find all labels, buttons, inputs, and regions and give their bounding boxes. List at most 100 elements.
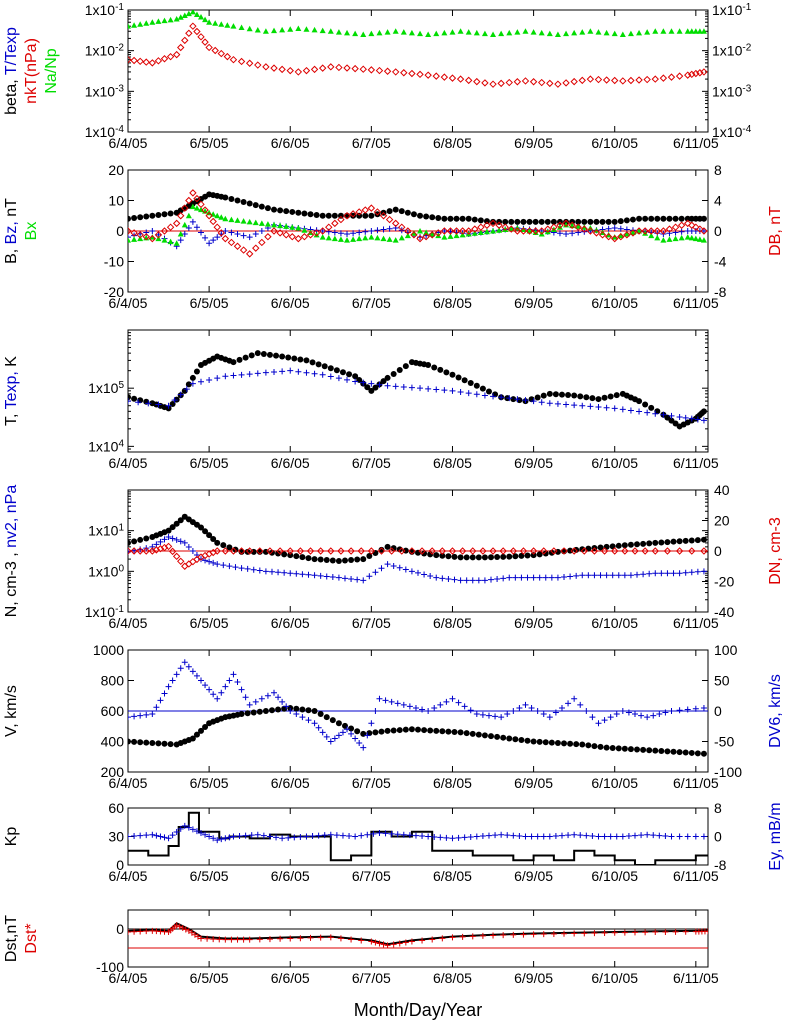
- bfield-series-3-point: [531, 227, 540, 235]
- velocity-series-1-point: [311, 720, 318, 727]
- density-series-2-point: [700, 547, 708, 555]
- density-series-2-point: [540, 547, 548, 555]
- velocity-series-0-point: [542, 739, 549, 746]
- temp-series-0-point: [315, 361, 322, 368]
- beta-series-2-point: [352, 30, 359, 37]
- dst-xtick-label: 6/11/05: [673, 970, 719, 986]
- bfield-series-3-point: [458, 227, 467, 235]
- temp-series-1-point: [145, 400, 152, 407]
- velocity-series-0-point: [640, 746, 647, 753]
- bfield-series-0-point: [264, 205, 271, 212]
- velocity-series-0-point: [579, 741, 586, 748]
- temp-series-1-point: [688, 415, 695, 422]
- density-series-1-point: [323, 573, 330, 580]
- velocity-series-0-point: [317, 711, 324, 718]
- beta-xtick-label: 6/6/05: [271, 135, 310, 151]
- velocity-series-0-point: [518, 736, 525, 743]
- velocity-series-1-point: [412, 704, 419, 711]
- bfield-series-3-point: [525, 227, 534, 235]
- density-series-0-point: [688, 537, 695, 544]
- velocity-series-1-point: [352, 735, 359, 742]
- bfield-series-3-point: [185, 196, 193, 205]
- density-series-1-point: [408, 568, 415, 575]
- beta-series-2-point: [571, 29, 578, 36]
- density-series-2-point: [418, 547, 426, 555]
- temp-series-1-point: [682, 414, 689, 421]
- density-series-1-point: [512, 574, 519, 581]
- bfield-series-2-point: [490, 228, 497, 234]
- dst-xtick-label: 6/6/05: [271, 970, 310, 986]
- velocity-series-0-point: [652, 747, 659, 754]
- bfield-series-2-point: [556, 224, 563, 230]
- bfield-series-1-point: [149, 228, 156, 234]
- dst-series-1-point: [191, 931, 198, 938]
- velocity-series-0-point: [128, 738, 131, 745]
- bfield-series-2-point: [684, 234, 691, 240]
- beta-series-2-point: [376, 29, 383, 36]
- beta-series-3-point: [286, 66, 294, 75]
- dst-series-1-point: [429, 936, 436, 943]
- beta-series-3-point: [193, 27, 201, 36]
- beta-series-2-point: [400, 29, 407, 35]
- temp-series-1-point: [619, 406, 626, 413]
- kp-series-1-point: [443, 834, 450, 841]
- dst-series-1-point: [246, 936, 253, 943]
- density-series-0-point: [198, 524, 205, 531]
- bfield-series-3-point: [550, 223, 558, 231]
- kp-series-1-point: [193, 828, 200, 835]
- bfield-series-2-point: [410, 230, 417, 236]
- velocity-series-1-point: [315, 724, 322, 731]
- velocity-series-1-point: [583, 708, 590, 714]
- density-series-1-point: [658, 570, 665, 577]
- bfield-series-0-point: [362, 212, 369, 219]
- density-series-1-point: [329, 574, 336, 581]
- beta-series-2-point: [311, 26, 318, 33]
- bfield-series-2-point: [496, 227, 503, 233]
- density-series-1-point: [585, 572, 592, 579]
- kp-series-1-point: [473, 833, 480, 840]
- temp-series-1-point: [311, 370, 318, 377]
- dst-series-1-point: [469, 933, 476, 940]
- density-series-2-point: [347, 547, 355, 555]
- dst-series-1-point: [530, 931, 537, 938]
- bfield-series-0-point: [532, 218, 539, 225]
- velocity-series-0-point: [256, 708, 263, 715]
- velocity-series-1-point: [189, 668, 196, 675]
- temp-series-1-point: [457, 388, 464, 395]
- density-series-2-point: [237, 547, 246, 555]
- density-series-1-point: [244, 565, 251, 572]
- beta-ytick-label-right: 1x10-3: [712, 83, 752, 99]
- temp-series-1-point: [155, 401, 162, 408]
- bfield-series-2-point: [617, 232, 624, 239]
- bfield-series-2-point: [181, 221, 188, 228]
- temp-series-0-point: [443, 369, 450, 376]
- dst-series-1-point: [317, 934, 324, 941]
- dst-series-1-point: [561, 930, 568, 937]
- bfield-series-0-point: [258, 203, 265, 210]
- temp-ylabel: T, Texp, K: [3, 356, 20, 426]
- kp-series-1-point: [668, 833, 675, 840]
- dst-series-1-point: [256, 936, 263, 943]
- density-series-0-point: [488, 554, 495, 561]
- velocity-series-1-point: [287, 708, 294, 714]
- density-series-2-point: [631, 547, 639, 555]
- temp-series-1-point: [587, 403, 594, 410]
- dst-series-1-point: [198, 935, 205, 942]
- kp-rtick-label: 0: [714, 829, 722, 845]
- density-ylabel-part: N, cm-3 ,: [3, 552, 20, 617]
- velocity-series-1-point: [684, 706, 691, 713]
- density-series-2-point: [428, 547, 436, 555]
- velocity-series-1-point: [368, 720, 375, 727]
- bfield-right-label-part: DB, nT: [767, 206, 784, 256]
- temp-series-0-point: [449, 371, 456, 378]
- beta-series-2-point: [696, 28, 703, 34]
- bfield-rtick-label: 0: [714, 223, 722, 239]
- beta-series-3-point: [177, 43, 185, 52]
- bfield-series-0-point: [581, 218, 588, 225]
- bfield-series-1-point: [198, 229, 205, 236]
- dst-series-1-point: [672, 928, 679, 935]
- density-series-0-point: [305, 555, 312, 562]
- temp-xtick-label: 6/6/05: [271, 455, 310, 471]
- density-series-1-point: [210, 559, 217, 566]
- bfield-series-3-point: [258, 238, 266, 247]
